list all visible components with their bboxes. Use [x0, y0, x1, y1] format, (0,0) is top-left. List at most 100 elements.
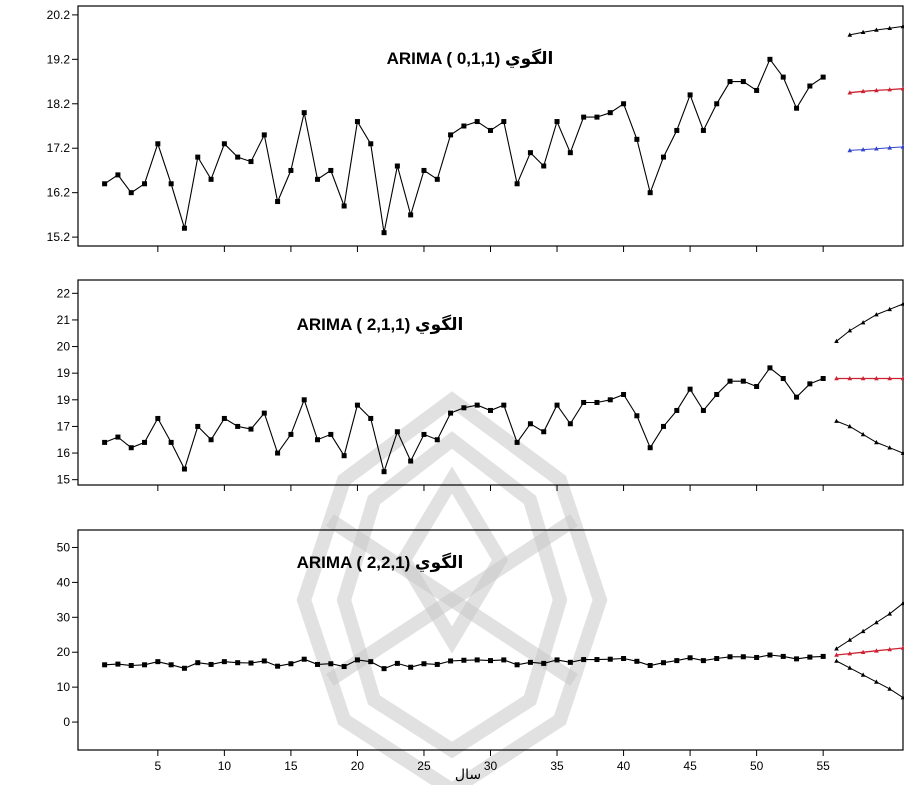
- y-tick-label: 22: [57, 286, 71, 300]
- forecast-mean-series-point: [887, 376, 892, 381]
- forecast-upper-series-line: [836, 601, 904, 650]
- actual-series-point: [208, 437, 214, 443]
- forecast-lower-series-point: [860, 672, 866, 677]
- forecast-lower-series-point: [900, 450, 904, 455]
- actual-series-point: [700, 127, 706, 133]
- actual-series-point: [168, 662, 174, 668]
- chart-panel-1: 15.2 16.2 17.2 18.2 19.2 20.2 ARIMA ( 0,1,1) ا…: [47, 5, 904, 252]
- y-tick-label: 15.2: [47, 230, 71, 244]
- y-tick-label: 16: [57, 446, 71, 460]
- actual-series-point: [567, 659, 573, 665]
- actual-series-point: [394, 429, 400, 435]
- actual-series-point: [261, 410, 267, 416]
- actual-series-point: [488, 658, 493, 664]
- forecast-mean-series-point: [847, 90, 853, 95]
- actual-series-point: [754, 654, 760, 660]
- y-tick-label: 19.2: [47, 52, 71, 66]
- actual-series-point: [607, 656, 613, 662]
- forecast-lower-series-point: [887, 686, 892, 691]
- forecast-upper-series-point: [834, 646, 839, 651]
- y-tick-label: 17.2: [47, 141, 71, 155]
- actual-series-point: [474, 119, 480, 125]
- actual-series-point: [501, 402, 507, 408]
- forecast-lower-series-point: [847, 665, 853, 670]
- actual-series-point: [288, 167, 294, 173]
- actual-series-point: [275, 199, 281, 205]
- actual-series-point: [155, 141, 161, 147]
- actual-series-point: [195, 660, 201, 666]
- actual-series-point: [248, 660, 254, 666]
- actual-series-point: [794, 394, 800, 400]
- actual-series-point: [474, 402, 480, 408]
- actual-series-point: [168, 181, 174, 187]
- forecast-lower-series-point: [834, 418, 839, 423]
- actual-series-point: [394, 163, 400, 169]
- actual-series-point: [527, 150, 533, 156]
- actual-series-point: [754, 383, 760, 389]
- actual-series-point: [328, 167, 334, 173]
- actual-series-point: [767, 652, 773, 658]
- actual-series-point: [780, 653, 786, 659]
- actual-series-point: [727, 654, 733, 660]
- actual-series-point: [754, 87, 760, 93]
- forecast-mean-series-point: [834, 376, 839, 381]
- actual-series-point: [221, 141, 227, 147]
- forecast-upper-series-point: [847, 32, 853, 37]
- forecast-lower-series-point: [847, 423, 853, 429]
- actual-series-point: [780, 376, 786, 382]
- forecast-mean-series-point: [874, 376, 879, 381]
- actual-series-line: [104, 58, 824, 233]
- actual-series-point: [275, 663, 281, 669]
- forecast-lower-series-point: [887, 145, 892, 150]
- actual-series-point: [408, 212, 414, 218]
- actual-series-point: [381, 230, 387, 236]
- actual-series-point: [181, 466, 187, 472]
- x-tick-label: 15: [284, 759, 298, 773]
- forecast-upper-series-line: [849, 25, 904, 36]
- actual-series-point: [288, 431, 294, 437]
- actual-series-point: [727, 79, 733, 85]
- actual-series-point: [474, 657, 480, 663]
- actual-series-point: [248, 159, 254, 165]
- forecast-upper-series-point: [834, 338, 839, 343]
- actual-series-point: [780, 74, 786, 80]
- actual-series-point: [102, 181, 108, 187]
- actual-series-point: [155, 415, 161, 421]
- x-axis-label: سال: [455, 766, 481, 782]
- forecast-mean-series-point: [874, 648, 879, 653]
- actual-series-point: [501, 657, 507, 663]
- actual-series-point: [434, 661, 440, 667]
- actual-series-point: [208, 176, 214, 182]
- x-tick-label: 5: [154, 759, 161, 773]
- forecast-lower-series-line: [836, 420, 904, 455]
- actual-series-point: [142, 181, 148, 187]
- actual-series-point: [102, 439, 108, 445]
- actual-series-point: [275, 450, 281, 456]
- forecast-upper-series-point: [900, 301, 904, 306]
- actual-series-point: [607, 397, 613, 403]
- x-tick-label: 30: [484, 759, 498, 773]
- actual-series-point: [647, 190, 653, 196]
- actual-series-point: [687, 386, 693, 392]
- actual-series-point: [301, 110, 307, 116]
- forecast-lower-series-point: [874, 439, 879, 445]
- actual-series-point: [714, 656, 720, 662]
- actual-series-point: [567, 150, 573, 156]
- actual-series-point: [541, 163, 547, 169]
- actual-series-point: [368, 141, 374, 147]
- actual-series-point: [248, 426, 254, 432]
- actual-series-point: [727, 378, 733, 384]
- actual-series-point: [541, 429, 547, 435]
- actual-series-point: [527, 421, 533, 427]
- forecast-lower-series-point: [900, 144, 904, 149]
- actual-series-point: [501, 119, 507, 125]
- actual-series-point: [208, 661, 214, 667]
- actual-series-point: [448, 132, 454, 138]
- actual-series-point: [115, 434, 121, 440]
- actual-series-point: [767, 365, 773, 371]
- actual-series-point: [647, 662, 653, 668]
- y-tick-label: 10: [57, 680, 71, 694]
- y-tick-label: 50: [57, 540, 71, 554]
- actual-series-point: [820, 74, 826, 80]
- actual-series-point: [567, 421, 573, 427]
